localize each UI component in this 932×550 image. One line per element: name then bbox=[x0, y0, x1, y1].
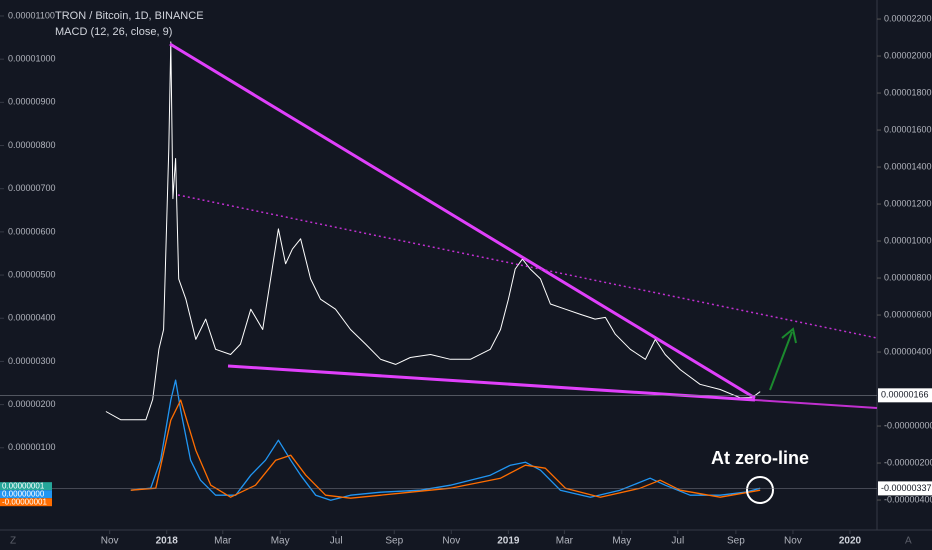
y2-tick-label: 0.00002200 bbox=[884, 13, 932, 23]
y2-tick-label: 0.00000600 bbox=[884, 309, 932, 319]
corner-label[interactable]: Z bbox=[10, 536, 16, 547]
price-line bbox=[130, 379, 761, 501]
macd-value-label: 0.00000000 bbox=[2, 489, 45, 498]
trend-line bbox=[227, 364, 756, 402]
y2-tick-label: 0.00000800 bbox=[884, 272, 932, 282]
y-tick-label: 0.00000400 bbox=[8, 313, 56, 323]
x-tick-label: 2019 bbox=[497, 536, 520, 547]
indicator-title: MACD (12, 26, close, 9) bbox=[55, 26, 172, 38]
macd-value-label: 0.00000001 bbox=[2, 481, 45, 490]
trend-line bbox=[177, 194, 878, 339]
x-tick-label: Sep bbox=[727, 536, 745, 547]
x-tick-label: Nov bbox=[101, 536, 119, 547]
label-bg bbox=[0, 498, 52, 507]
y-tick-label: 0.00000200 bbox=[8, 399, 56, 409]
y-tick-label: 0.00000900 bbox=[8, 97, 56, 107]
x-tick-label: Nov bbox=[784, 536, 802, 547]
y2-tick-label: -0.00000200 bbox=[884, 457, 932, 467]
trend-line bbox=[754, 399, 878, 409]
y-tick-label: 0.00000300 bbox=[8, 356, 56, 366]
label-bg bbox=[878, 481, 932, 496]
x-tick-label: May bbox=[271, 536, 290, 547]
y2-tick-label: 0.00002000 bbox=[884, 50, 932, 60]
x-tick-label: Nov bbox=[442, 536, 460, 547]
y2-tick-label: 0.00001400 bbox=[884, 161, 932, 171]
x-tick-label: Jul bbox=[671, 536, 684, 547]
x-tick-label: Jul bbox=[330, 536, 343, 547]
macd-value-label: -0.00000001 bbox=[2, 497, 47, 506]
y-tick-label: 0.00001000 bbox=[8, 54, 56, 64]
y2-tick-label: -0.00000000 bbox=[884, 420, 932, 430]
trend-line bbox=[169, 42, 756, 400]
y-tick-label: 0.00000600 bbox=[8, 226, 56, 236]
y-tick-label: 0.00000800 bbox=[8, 140, 56, 150]
annotation: At zero-line bbox=[711, 448, 809, 468]
y-tick-label: 0.00000500 bbox=[8, 269, 56, 279]
chart-title: TRON / Bitcoin, 1D, BINANCE bbox=[55, 10, 204, 22]
corner-label[interactable]: A bbox=[905, 536, 912, 547]
y2-tick-label: 0.00001600 bbox=[884, 124, 932, 134]
y-tick-label: 0.00001100 bbox=[8, 10, 55, 20]
x-tick-label: 2018 bbox=[156, 536, 179, 547]
x-tick-label: Mar bbox=[556, 536, 574, 547]
last-value-label: 0.00000166 bbox=[881, 390, 929, 400]
y-tick-label: 0.00000700 bbox=[8, 183, 56, 193]
arrow-head bbox=[781, 327, 797, 344]
x-tick-label: Sep bbox=[385, 536, 403, 547]
x-tick-label: May bbox=[612, 536, 631, 547]
highlight-circle bbox=[746, 476, 774, 504]
y2-tick-label: 0.00001200 bbox=[884, 198, 932, 208]
label-bg bbox=[0, 490, 52, 499]
x-tick-label: 2020 bbox=[839, 536, 862, 547]
y-tick-label: 0.00000100 bbox=[8, 442, 56, 452]
last-value-label: -0.00000337 bbox=[881, 483, 932, 493]
price-line bbox=[105, 41, 761, 421]
label-bg bbox=[878, 388, 932, 403]
y2-tick-label: 0.00000400 bbox=[884, 346, 932, 356]
y2-tick-label: 0.00001800 bbox=[884, 87, 932, 97]
y2-tick-label: -0.00000400 bbox=[884, 494, 932, 504]
y2-tick-label: 0.00001000 bbox=[884, 235, 932, 245]
x-tick-label: Mar bbox=[214, 536, 232, 547]
label-bg bbox=[0, 482, 52, 491]
arrow bbox=[769, 331, 793, 391]
